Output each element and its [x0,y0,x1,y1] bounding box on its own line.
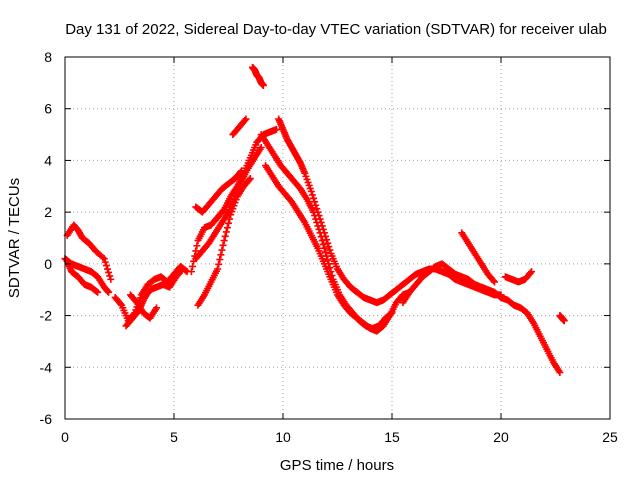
plot-frame [64,56,611,420]
data-point [316,215,324,223]
data-point [246,175,254,183]
data-point [326,264,334,272]
data-point [245,176,253,184]
data-point [528,268,536,276]
data-point [313,205,321,213]
data-point [324,239,332,247]
data-point [192,247,200,255]
data-point [153,304,161,312]
data-point [323,236,331,244]
data-point [93,287,101,295]
data-point [218,246,226,254]
data-point [222,228,230,236]
data-point [216,256,224,264]
data-point [225,219,232,227]
data-point [193,242,201,250]
data-point [94,288,102,296]
data-point [320,229,328,237]
data-point [221,232,229,240]
data-point [117,300,125,308]
data-point [322,248,330,256]
data-point [310,194,318,202]
data-point [556,368,564,376]
data-point [272,125,280,133]
data-point [311,198,319,206]
data-point [215,260,223,268]
x-tick-label: 15 [384,429,400,445]
data-point [187,268,195,276]
data-point [320,244,328,252]
data-point [318,237,326,245]
data-point [319,240,327,248]
data-point [102,262,110,270]
data-point [322,232,330,240]
grid [65,57,610,419]
y-tick-label: 0 [44,256,52,272]
data-point [238,167,246,175]
x-tick-labels: 0 5 10 15 20 25 [61,429,618,445]
data-point [317,218,325,226]
y-axis-label: SDTVAR / TECUs [6,178,23,298]
data-point [220,237,228,245]
data-point [526,269,534,277]
data-point [307,187,315,195]
data-point [179,265,187,273]
data-points [61,63,568,376]
data-point [236,168,244,176]
data-point [326,246,334,254]
data-point [214,265,222,273]
data-point [312,201,320,209]
x-tick-label: 0 [61,429,69,445]
data-point [325,243,333,251]
data-point [105,288,113,296]
data-point [259,81,267,89]
x-tick-label: 25 [602,429,618,445]
data-point [314,208,322,216]
data-point [99,253,107,261]
x-axis-label: GPS time / hours [280,457,394,474]
data-point [107,275,115,283]
x-tick-label: 10 [275,429,291,445]
data-point [241,116,249,124]
data-point [489,277,497,285]
data-point [315,212,323,220]
data-point [490,278,498,286]
data-point [104,265,112,273]
data-point [319,225,327,233]
data-point [217,251,225,259]
data-point [324,256,332,264]
data-point [242,115,250,123]
data-point [101,258,109,266]
y-tick-label: -2 [40,308,53,324]
data-point [219,241,227,249]
data-point [106,272,114,280]
data-point [318,222,326,230]
data-point [257,144,265,151]
data-point [105,268,113,276]
y-tick-label: 4 [44,152,52,168]
x-tick-label: 5 [170,429,178,445]
y-tick-label: -4 [40,359,53,375]
y-tick-label: 2 [44,204,52,220]
data-point [178,266,186,274]
data-point [223,224,231,232]
data-point [560,317,568,325]
y-tick-label: 6 [44,101,52,117]
data-point [308,191,316,199]
data-point [100,255,108,263]
axis-ticks [64,56,611,420]
chart-title: Day 131 of 2022, Sidereal Day-to-day VTE… [65,21,607,38]
y-tick-label: 8 [44,49,52,65]
y-tick-labels: -6 -4 -2 0 2 4 6 8 [40,49,53,427]
data-point [189,262,197,270]
data-point [226,215,234,223]
x-tick-label: 20 [493,429,509,445]
y-tick-label: -6 [40,411,53,427]
